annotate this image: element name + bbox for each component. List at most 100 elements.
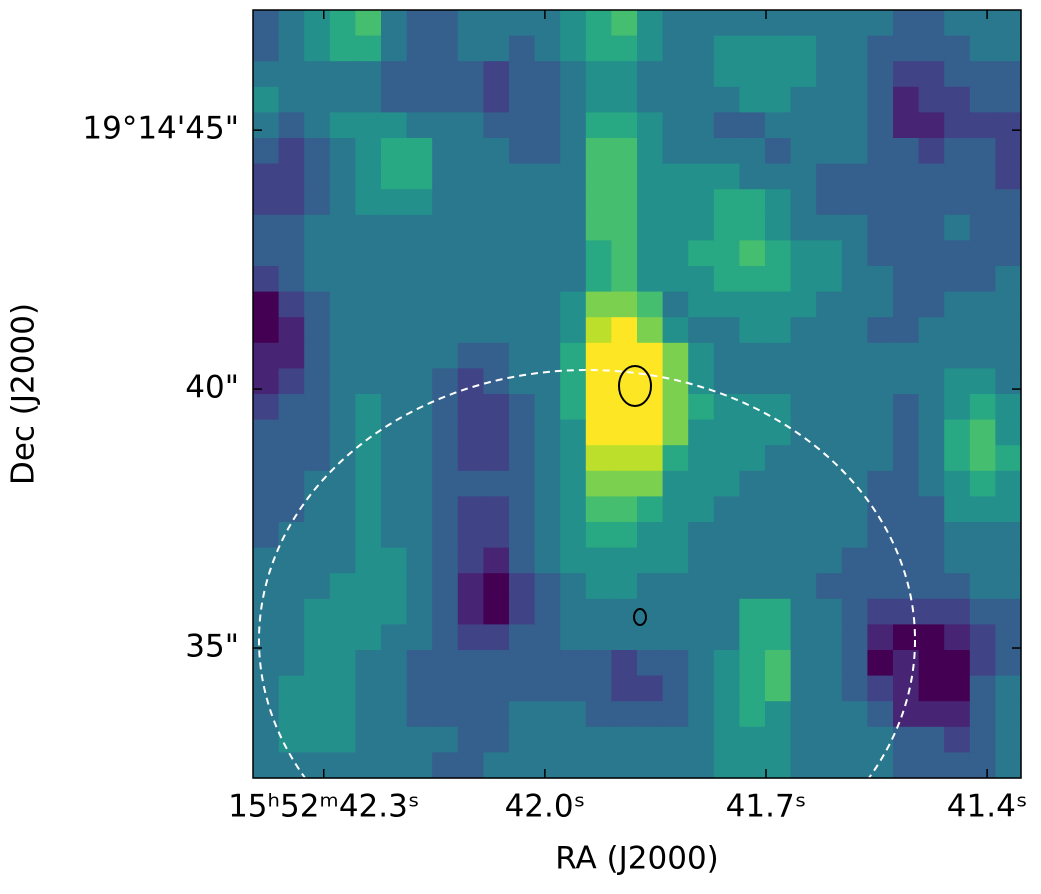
pixel xyxy=(790,573,817,600)
pixel xyxy=(278,163,305,190)
pixel xyxy=(560,86,587,113)
pixel xyxy=(637,266,664,293)
pixel xyxy=(381,317,408,344)
pixel xyxy=(304,163,331,190)
pixel xyxy=(995,547,1022,574)
pixel xyxy=(381,675,408,702)
pixel xyxy=(841,726,868,753)
pixel xyxy=(483,35,510,62)
pixel xyxy=(816,496,843,523)
pixel xyxy=(457,240,484,267)
pixel xyxy=(278,61,305,88)
pixel xyxy=(509,342,536,369)
pixel xyxy=(944,496,971,523)
pixel xyxy=(713,752,740,779)
pixel xyxy=(406,522,433,549)
pixel xyxy=(995,470,1022,497)
pixel xyxy=(457,445,484,472)
pixel xyxy=(560,342,587,369)
pixel xyxy=(713,214,740,241)
pixel xyxy=(765,522,792,549)
pixel xyxy=(457,291,484,318)
pixel xyxy=(585,624,612,651)
pixel xyxy=(585,35,612,62)
pixel xyxy=(432,61,459,88)
pixel xyxy=(867,342,894,369)
pixel xyxy=(483,650,510,677)
pixel xyxy=(969,650,996,677)
pixel xyxy=(611,394,638,421)
pixel xyxy=(329,138,356,165)
pixel xyxy=(944,163,971,190)
pixel xyxy=(918,624,945,651)
pixel xyxy=(765,317,792,344)
pixel xyxy=(304,291,331,318)
pixel xyxy=(483,598,510,625)
pixel xyxy=(381,342,408,369)
pixel xyxy=(560,138,587,165)
pixel xyxy=(637,650,664,677)
pixel xyxy=(893,445,920,472)
pixel xyxy=(329,35,356,62)
pixel xyxy=(662,394,689,421)
pixel xyxy=(637,675,664,702)
pixel xyxy=(304,189,331,216)
pixel xyxy=(995,598,1022,625)
pixel xyxy=(918,266,945,293)
pixel xyxy=(995,163,1022,190)
pixel xyxy=(637,419,664,446)
pixel xyxy=(995,10,1022,37)
pixel xyxy=(739,138,766,165)
pixel xyxy=(969,752,996,779)
pixel xyxy=(278,547,305,574)
pixel xyxy=(432,138,459,165)
pixel xyxy=(765,624,792,651)
pixel xyxy=(457,86,484,113)
pixel xyxy=(329,394,356,421)
pixel xyxy=(329,368,356,395)
pixel xyxy=(765,496,792,523)
pixel xyxy=(253,35,280,62)
pixel xyxy=(381,522,408,549)
pixel xyxy=(355,291,382,318)
pixel xyxy=(355,675,382,702)
pixel xyxy=(841,624,868,651)
pixel xyxy=(304,470,331,497)
pixel xyxy=(509,240,536,267)
pixel xyxy=(969,675,996,702)
pixel xyxy=(406,470,433,497)
pixel xyxy=(841,752,868,779)
pixel xyxy=(278,86,305,113)
pixel xyxy=(995,675,1022,702)
pixel xyxy=(867,445,894,472)
pixel xyxy=(534,10,561,37)
y-tick-label: 35" xyxy=(185,629,239,665)
pixel xyxy=(534,291,561,318)
pixel xyxy=(637,61,664,88)
pixel xyxy=(662,240,689,267)
pixel xyxy=(611,86,638,113)
pixel xyxy=(509,368,536,395)
pixel xyxy=(841,112,868,139)
pixel xyxy=(457,189,484,216)
pixel xyxy=(918,35,945,62)
pixel xyxy=(867,214,894,241)
pixel xyxy=(611,240,638,267)
pixel xyxy=(662,496,689,523)
pixel xyxy=(329,10,356,37)
pixel xyxy=(918,675,945,702)
pixel xyxy=(841,368,868,395)
pixel xyxy=(483,496,510,523)
pixel xyxy=(381,266,408,293)
pixel xyxy=(611,342,638,369)
pixel xyxy=(867,624,894,651)
pixel xyxy=(611,598,638,625)
pixel xyxy=(560,35,587,62)
pixel xyxy=(713,701,740,728)
pixel xyxy=(355,394,382,421)
pixel xyxy=(406,547,433,574)
pixel xyxy=(253,240,280,267)
pixel xyxy=(406,598,433,625)
pixel xyxy=(457,522,484,549)
pixel xyxy=(483,470,510,497)
